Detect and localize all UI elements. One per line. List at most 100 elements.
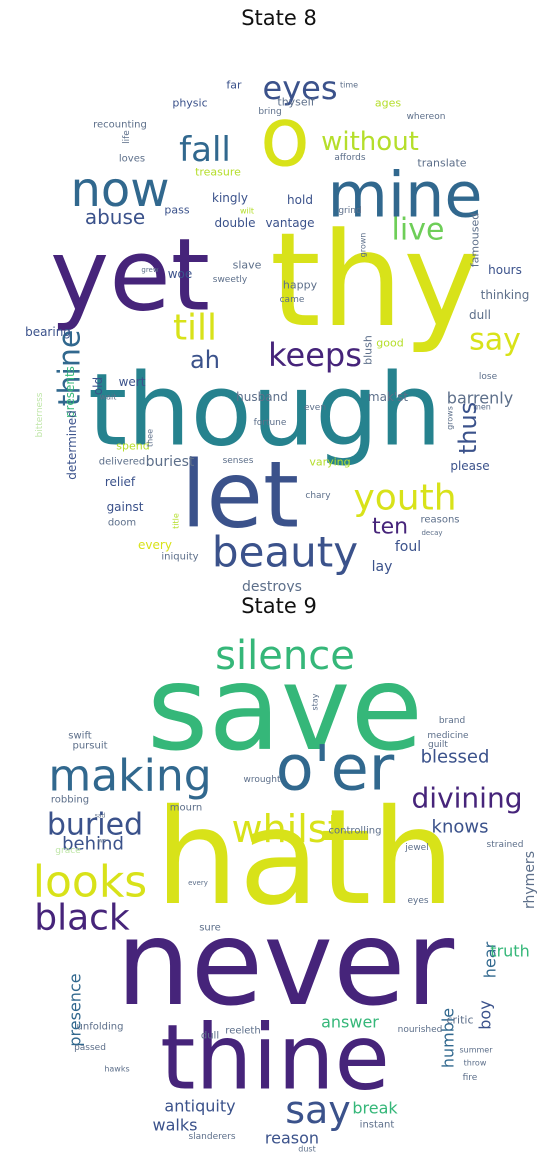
word-every: every xyxy=(188,879,208,887)
word-doom: doom xyxy=(108,518,136,529)
word-humble: humble xyxy=(439,1008,458,1068)
word-truth: truth xyxy=(490,942,529,961)
word-keeps: keeps xyxy=(268,336,362,374)
word-making: making xyxy=(48,751,211,802)
word-spend: spend xyxy=(116,440,149,453)
word-bitterness: bitterness xyxy=(35,392,45,437)
word-every: every xyxy=(138,538,172,552)
word-never: never xyxy=(116,894,455,1032)
word-silence: silence xyxy=(215,633,355,679)
word-robbing: robbing xyxy=(51,795,89,806)
word-walks: walks xyxy=(153,1116,198,1135)
word-buried: buried xyxy=(47,808,143,843)
word-whilst: whilst xyxy=(232,807,343,851)
word-boy: boy xyxy=(476,1000,495,1029)
word-say: say xyxy=(285,1088,351,1132)
word-physic: physic xyxy=(172,97,207,110)
word-reasons: reasons xyxy=(420,515,459,526)
word-vantage: vantage xyxy=(265,216,314,230)
word-dull: dull xyxy=(201,1031,219,1042)
word-dust: dust xyxy=(298,1145,315,1154)
word-good: good xyxy=(376,337,403,350)
word-answer: answer xyxy=(321,1013,379,1032)
word-critic: critic xyxy=(446,1014,473,1027)
word-dull: dull xyxy=(469,308,491,322)
word-time: time xyxy=(340,81,358,90)
word-hear: hear xyxy=(481,941,500,978)
word-ten: ten xyxy=(372,515,408,540)
word-hours: hours xyxy=(488,263,522,277)
word-foul: foul xyxy=(395,539,421,555)
word-swift: swift xyxy=(68,731,92,742)
word-beauty: beauty xyxy=(212,528,358,577)
word-thee: thee xyxy=(146,429,155,447)
word-throw: throw xyxy=(464,1059,487,1068)
word-yet: yet xyxy=(50,217,210,334)
word-thinking: thinking xyxy=(481,288,530,302)
word-live: live xyxy=(392,213,445,248)
word-abuse: abuse xyxy=(85,205,145,229)
word-summer: summer xyxy=(459,1046,493,1055)
word-wo: wo xyxy=(98,838,107,845)
word-husband: husband xyxy=(236,390,288,404)
word-fire: fire xyxy=(463,1073,478,1083)
word-gainst: gainst xyxy=(107,500,144,514)
word-double: double xyxy=(215,216,256,230)
word-whereon: whereon xyxy=(407,112,446,122)
word-slave: slave xyxy=(233,259,262,272)
word-instant: instant xyxy=(360,1120,395,1131)
word-bring: bring xyxy=(258,107,281,117)
word-unfolding: unfolding xyxy=(77,1022,124,1033)
word-iniquity: iniquity xyxy=(161,552,198,563)
word-determined: determined xyxy=(65,410,79,479)
word-let: let xyxy=(181,442,299,549)
word-destroys: destroys xyxy=(242,579,302,592)
word-divining: divining xyxy=(412,782,523,815)
word-kingly: kingly xyxy=(212,191,248,205)
word-lose: lose xyxy=(479,372,498,382)
word-break: break xyxy=(352,1099,398,1118)
word-life: life xyxy=(122,130,132,144)
word-fortune: fortune xyxy=(254,418,287,428)
panel-title-state-9: State 9 xyxy=(241,594,317,618)
word-hath: hath xyxy=(155,781,455,935)
word-save: save xyxy=(147,639,423,777)
word-youth: youth xyxy=(353,478,456,519)
word-hold: hold xyxy=(287,193,313,207)
word-thine: thine xyxy=(53,330,88,407)
word-now: now xyxy=(70,162,169,218)
word-senses: senses xyxy=(223,456,254,466)
word-passed: passed xyxy=(74,1043,106,1053)
word-rhymers: rhymers xyxy=(522,851,538,909)
word-decay: decay xyxy=(421,529,442,537)
word-affords: affords xyxy=(334,153,365,163)
word-thyself: thyself xyxy=(277,96,315,109)
word-pass: pass xyxy=(164,204,189,217)
word-ages: ages xyxy=(375,97,401,110)
word-far: far xyxy=(226,79,242,92)
word-blush: blush xyxy=(362,335,375,365)
word-bearing: bearing xyxy=(25,325,71,339)
word-lay: lay xyxy=(372,559,393,575)
word-wait: wait xyxy=(100,393,117,402)
word-guilt: guilt xyxy=(428,740,448,750)
word-pursuit: pursuit xyxy=(72,741,107,752)
word-wert: wert xyxy=(119,375,146,389)
word-loves: loves xyxy=(119,154,145,165)
word-controlling: controlling xyxy=(329,826,382,837)
word-eyes: eyes xyxy=(407,896,428,906)
word-blessed: blessed xyxy=(421,747,490,768)
word-strained: strained xyxy=(487,840,524,850)
word-grind: grind xyxy=(338,206,361,216)
word-woe: woe xyxy=(168,267,193,281)
word-wrought: wrought xyxy=(243,775,280,785)
word-thus: thus xyxy=(454,402,482,454)
word-brand: brand xyxy=(439,716,465,726)
word-eyes: eyes xyxy=(263,69,338,107)
word-men: men xyxy=(473,403,491,412)
word-hawks: hawks xyxy=(104,1065,129,1074)
word-knows: knows xyxy=(432,817,489,838)
word-fall: fall xyxy=(179,130,231,170)
